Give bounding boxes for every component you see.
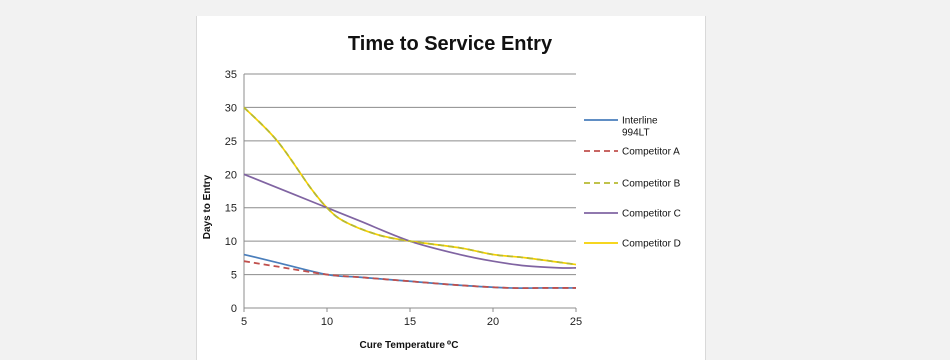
y-tick-label: 0 (231, 303, 237, 315)
x-tick-label: 15 (404, 316, 416, 328)
axes (243, 74, 577, 312)
x-tick-label: 20 (487, 316, 499, 328)
legend-label: Competitor A (622, 147, 680, 158)
x-axis-label-unit: ⁰C (447, 340, 459, 351)
legend-label: Interline (622, 116, 658, 127)
series-lines (243, 106, 577, 290)
legend-label: Competitor B (622, 179, 681, 190)
y-tick-label: 5 (231, 270, 237, 282)
x-axis-label: Cure Temperature ⁰C (359, 340, 458, 351)
series-line-competitor-b (243, 106, 577, 266)
y-axis-label: Days to Entry (202, 174, 213, 239)
y-tick-label: 15 (225, 203, 237, 215)
x-tick-label: 5 (241, 316, 247, 328)
y-tick-label: 35 (225, 69, 237, 81)
legend-label: Competitor C (622, 209, 681, 220)
x-axis-label-text: Cure Temperature (359, 340, 445, 351)
chart-title: Time to Service Entry (348, 33, 553, 55)
x-tick-label: 10 (321, 316, 333, 328)
x-tick-label: 25 (570, 316, 582, 328)
legend-label: 994LT (622, 128, 650, 139)
y-tick-label: 30 (225, 102, 237, 114)
y-tick-label: 10 (225, 236, 237, 248)
series-line-interline-994lt (243, 253, 576, 289)
y-tick-label: 25 (225, 136, 237, 148)
series-line-competitor-a (243, 260, 576, 290)
series-line-competitor-c (243, 173, 577, 269)
gridlines (244, 73, 576, 276)
legend-label: Competitor D (622, 239, 681, 250)
chart-panel: Time to Service Entry 0 5 10 15 20 25 30 35 5 10 1… (196, 16, 706, 360)
y-tick-label: 20 (225, 169, 237, 181)
